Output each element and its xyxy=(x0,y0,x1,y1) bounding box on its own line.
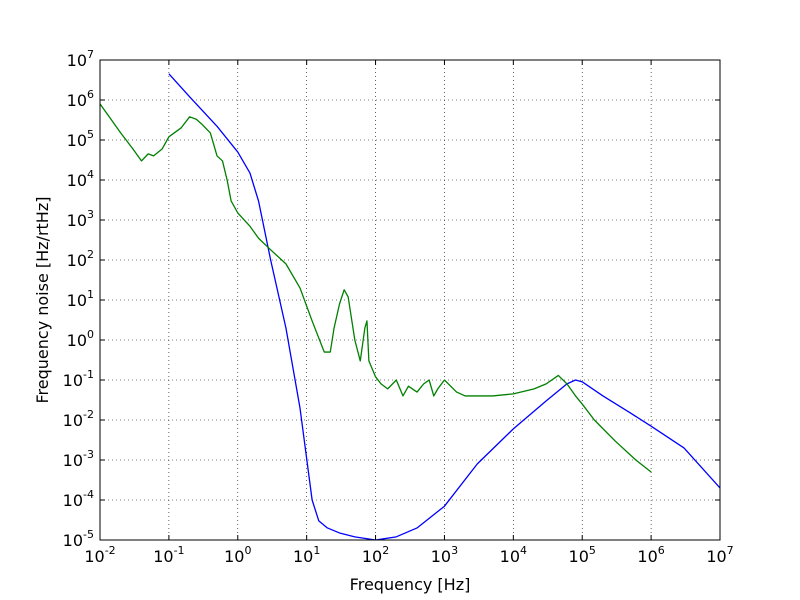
x-tick-label: 105 xyxy=(569,544,596,566)
y-tick-label: 105 xyxy=(67,128,94,150)
y-tick-label: 10-1 xyxy=(63,368,94,390)
series-line-1 xyxy=(168,73,720,540)
y-tick-label: 10-2 xyxy=(63,408,94,430)
y-tick-label: 106 xyxy=(67,88,94,110)
y-tick-label: 10-5 xyxy=(63,528,94,550)
tick-marks xyxy=(99,59,721,541)
y-tick-label: 103 xyxy=(67,208,94,230)
x-tick-label: 10-2 xyxy=(84,544,115,566)
x-tick-label: 101 xyxy=(293,544,320,566)
y-tick-labels: 10-5 10-4 10-3 10-2 10-1 100 101 102 103 104 105 10… xyxy=(63,48,94,550)
y-tick-label: 100 xyxy=(67,328,94,350)
y-tick-label: 107 xyxy=(67,48,94,70)
y-tick-label: 102 xyxy=(67,248,94,270)
y-tick-label: 10-4 xyxy=(63,488,94,510)
y-tick-label: 101 xyxy=(67,288,94,310)
y-axis-label: Frequency noise [Hz/rtHz] xyxy=(33,197,52,404)
x-tick-label: 107 xyxy=(706,544,733,566)
x-tick-labels: 10-2 10-1 100 101 102 103 104 105 106 107 xyxy=(84,544,733,566)
y-tick-label: 10-3 xyxy=(63,448,94,470)
x-tick-label: 104 xyxy=(500,544,527,566)
series-line-2 xyxy=(100,103,652,473)
x-tick-label: 100 xyxy=(224,544,251,566)
x-tick-label: 103 xyxy=(431,544,458,566)
x-tick-label: 106 xyxy=(637,544,664,566)
y-tick-label: 104 xyxy=(67,168,94,190)
grid xyxy=(100,60,720,540)
x-tick-label: 102 xyxy=(362,544,389,566)
x-axis-label: Frequency [Hz] xyxy=(350,575,471,594)
series-layer xyxy=(100,73,720,540)
x-tick-label: 10-1 xyxy=(153,544,184,566)
